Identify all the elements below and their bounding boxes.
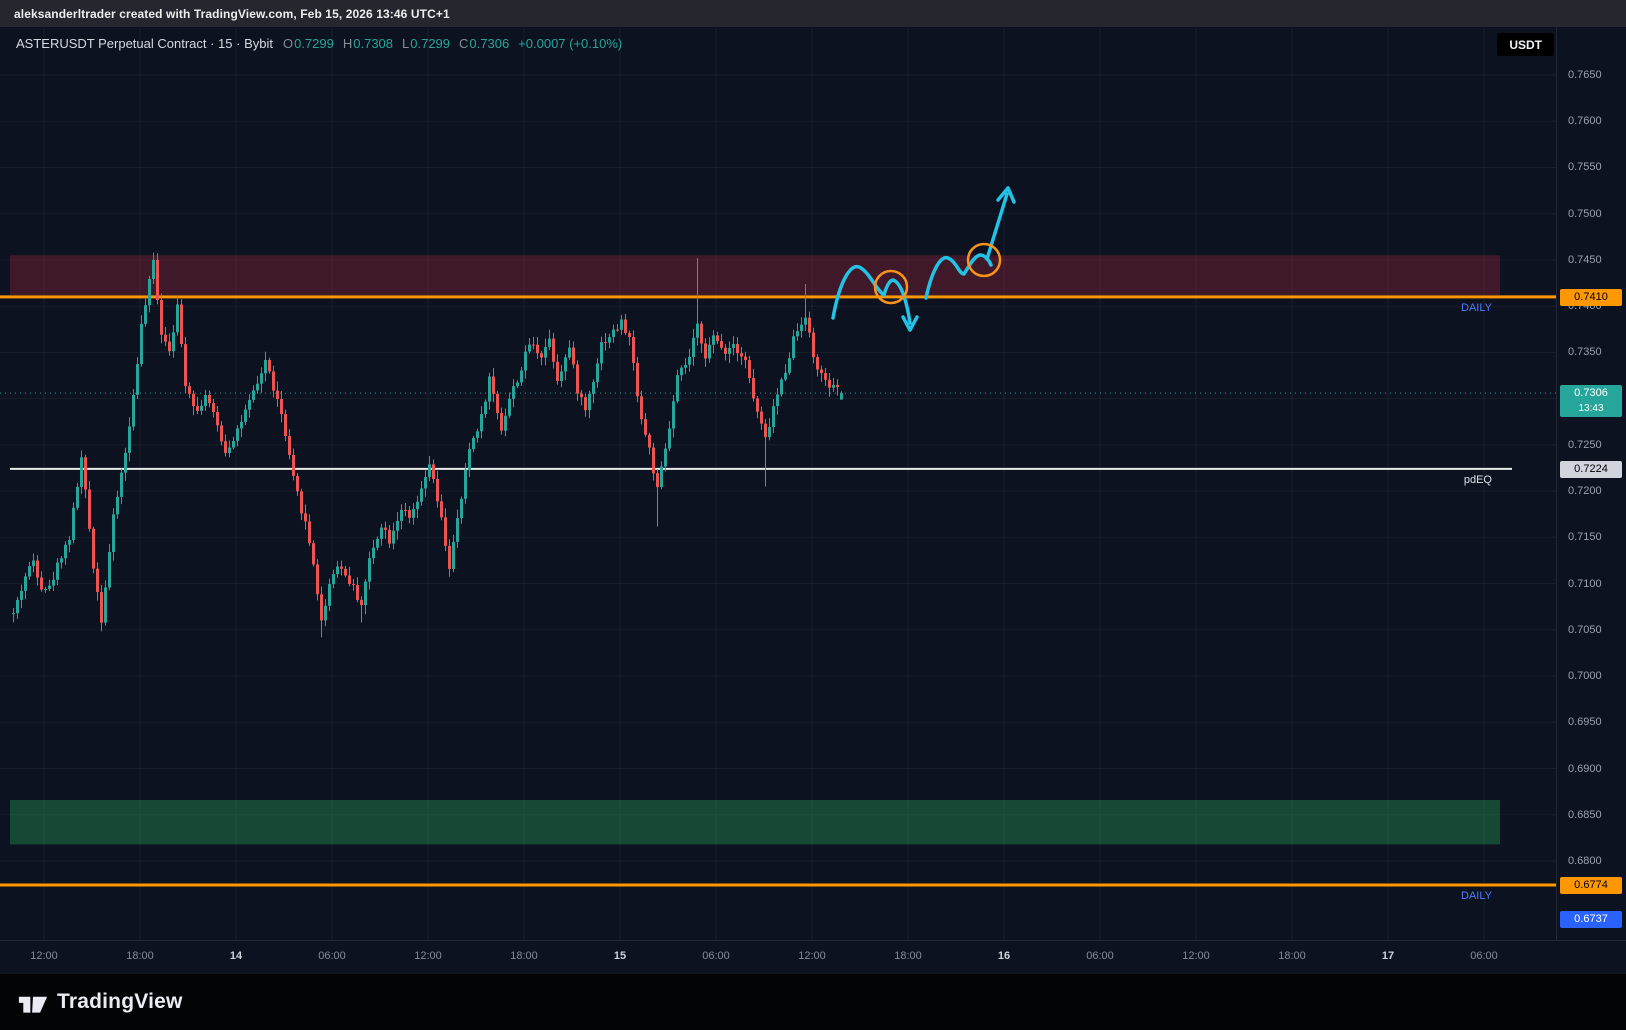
arrow-up-icon xyxy=(996,186,1016,204)
change-value: +0.0007 (+0.10%) xyxy=(518,36,623,51)
symbol-title[interactable]: ASTERUSDT Perpetual Contract · 15 · Bybi… xyxy=(16,36,273,51)
price-axis-tick: 0.7650 xyxy=(1568,69,1602,81)
high-label: H xyxy=(342,36,353,51)
daily-low-axis-label: 0.6774 xyxy=(1560,877,1622,895)
wave-down-path[interactable] xyxy=(831,264,912,325)
close-value: 0.7306 xyxy=(469,36,510,51)
low-label: L xyxy=(402,36,410,51)
time-axis-tick: 06:00 xyxy=(702,950,730,962)
level-blue-axis-label: 0.6737 xyxy=(1560,911,1622,929)
open-label: O xyxy=(282,36,294,51)
currency-toggle-button[interactable]: USDT xyxy=(1497,33,1554,56)
tradingview-wordmark[interactable]: TradingView xyxy=(57,990,183,1013)
time-axis-tick: 12:00 xyxy=(1182,950,1210,962)
time-axis-tick: 16 xyxy=(997,950,1011,962)
attribution-text: aleksanderltrader created with TradingVi… xyxy=(14,6,450,21)
price-axis-tick: 0.7150 xyxy=(1568,531,1602,544)
time-axis-tick: 17 xyxy=(1381,950,1395,962)
time-axis-tick: 06:00 xyxy=(1086,950,1114,962)
bar-countdown: 13:43 xyxy=(1578,403,1604,415)
reaction-circle-2[interactable] xyxy=(966,242,1002,278)
daily-low-label: DAILY xyxy=(1461,890,1493,902)
current-price-axis-label: 0.7306 13:43 xyxy=(1560,385,1622,418)
price-axis-tick: 0.7000 xyxy=(1568,670,1602,683)
close-label: C xyxy=(459,36,469,51)
projection-drawing[interactable] xyxy=(831,186,1016,332)
tradingview-logo-icon[interactable] xyxy=(18,989,48,1015)
daily-high-label: DAILY xyxy=(1461,302,1493,314)
time-axis-tick: 18:00 xyxy=(126,950,154,962)
price-axis-tick: 0.6950 xyxy=(1568,716,1602,729)
footer-bar: TradingView xyxy=(0,974,1626,1030)
price-axis-tick: 0.7550 xyxy=(1568,161,1602,174)
pdEQ-axis-label: 0.7224 xyxy=(1560,460,1622,478)
time-axis-tick: 18:00 xyxy=(510,950,538,962)
price-axis-tick: 0.7100 xyxy=(1568,577,1602,590)
price-axis-tick: 0.7250 xyxy=(1568,438,1602,451)
arrow-up-shaft xyxy=(985,192,1009,261)
pdEQ-label: pdEQ xyxy=(1464,474,1493,486)
time-axis[interactable]: 12:00 18:00 14 06:00 12:00 18:00 15 06:00 12:00 1… xyxy=(0,940,1626,974)
wave-up-path[interactable] xyxy=(924,253,993,300)
attribution-bar: aleksanderltrader created with TradingVi… xyxy=(0,0,1626,27)
time-axis-tick: 18:00 xyxy=(1278,950,1306,962)
time-axis-tick: 12:00 xyxy=(798,950,826,962)
time-axis-tick: 06:00 xyxy=(1470,950,1498,962)
time-axis-tick: 12:00 xyxy=(414,950,442,962)
high-value: 0.7308 xyxy=(353,36,394,51)
price-chart[interactable]: DAILY pdEQ DAILY xyxy=(0,27,1556,940)
daily-high-axis-label: 0.7410 xyxy=(1560,288,1622,306)
time-axis-tick: 14 xyxy=(229,950,243,962)
price-axis-tick: 0.7350 xyxy=(1568,346,1602,359)
arrow-down-icon xyxy=(901,315,919,332)
price-axis-tick: 0.6850 xyxy=(1568,808,1602,821)
open-value: 0.7299 xyxy=(294,36,334,51)
price-axis-tick: 0.7450 xyxy=(1568,253,1602,266)
time-axis-tick: 06:00 xyxy=(318,950,346,962)
time-axis-tick: 18:00 xyxy=(894,950,922,962)
chart-legend[interactable]: ASTERUSDT Perpetual Contract · 15 · Bybi… xyxy=(16,36,622,51)
supply-zone[interactable] xyxy=(10,255,1500,296)
ohlc-values: O 0.7299 H 0.7308 L 0.7299 C 0.7306 +0.0007 … xyxy=(283,36,622,51)
price-axis-tick: 0.7600 xyxy=(1568,115,1602,128)
price-axis-tick: 0.7050 xyxy=(1568,623,1602,636)
low-value: 0.7299 xyxy=(410,36,451,51)
price-axis-tick: 0.7200 xyxy=(1568,485,1602,498)
price-axis-tick: 0.6900 xyxy=(1568,762,1602,775)
demand-zone[interactable] xyxy=(10,800,1500,845)
price-axis-tick: 0.6800 xyxy=(1568,854,1602,867)
price-axis[interactable]: 0.7650 0.7600 0.7550 0.7500 0.7450 0.7400 0.73… xyxy=(1556,27,1626,940)
reaction-circle-1[interactable] xyxy=(873,269,909,305)
candlesticks xyxy=(12,252,843,638)
time-axis-tick: 12:00 xyxy=(30,950,58,962)
price-axis-tick: 0.7500 xyxy=(1568,207,1602,220)
time-axis-tick: 15 xyxy=(613,950,627,962)
